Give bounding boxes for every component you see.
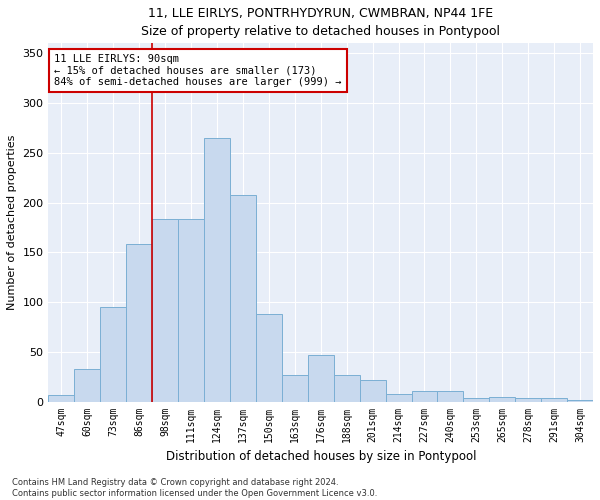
Y-axis label: Number of detached properties: Number of detached properties bbox=[7, 135, 17, 310]
X-axis label: Distribution of detached houses by size in Pontypool: Distribution of detached houses by size … bbox=[166, 450, 476, 463]
Bar bbox=[126, 244, 152, 402]
Bar bbox=[490, 396, 515, 402]
Bar bbox=[204, 138, 230, 402]
Bar bbox=[334, 374, 359, 402]
Bar bbox=[256, 314, 282, 402]
Bar bbox=[178, 220, 204, 402]
Bar bbox=[515, 398, 541, 402]
Bar bbox=[74, 369, 100, 402]
Bar bbox=[412, 390, 437, 402]
Bar bbox=[282, 374, 308, 402]
Text: 11 LLE EIRLYS: 90sqm
← 15% of detached houses are smaller (173)
84% of semi-deta: 11 LLE EIRLYS: 90sqm ← 15% of detached h… bbox=[54, 54, 341, 87]
Bar bbox=[359, 380, 386, 402]
Bar bbox=[567, 400, 593, 402]
Bar bbox=[386, 394, 412, 402]
Title: 11, LLE EIRLYS, PONTRHYDYRUN, CWMBRAN, NP44 1FE
Size of property relative to det: 11, LLE EIRLYS, PONTRHYDYRUN, CWMBRAN, N… bbox=[141, 7, 500, 38]
Bar bbox=[308, 355, 334, 402]
Bar bbox=[100, 307, 126, 402]
Text: Contains HM Land Registry data © Crown copyright and database right 2024.
Contai: Contains HM Land Registry data © Crown c… bbox=[12, 478, 377, 498]
Bar bbox=[463, 398, 490, 402]
Bar bbox=[230, 194, 256, 402]
Bar bbox=[49, 394, 74, 402]
Bar bbox=[541, 398, 567, 402]
Bar bbox=[437, 390, 463, 402]
Bar bbox=[152, 220, 178, 402]
